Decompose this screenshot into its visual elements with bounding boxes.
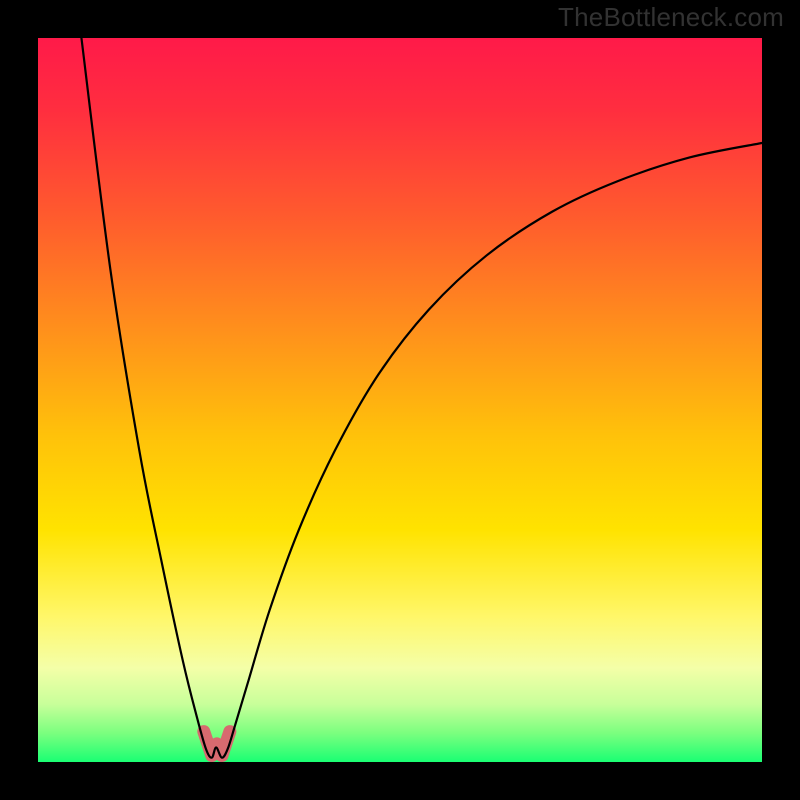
watermark-label: TheBottleneck.com (558, 2, 784, 33)
gradient-plot-background (38, 38, 762, 762)
chart-stage: TheBottleneck.com (0, 0, 800, 800)
bottleneck-curve-chart (0, 0, 800, 800)
